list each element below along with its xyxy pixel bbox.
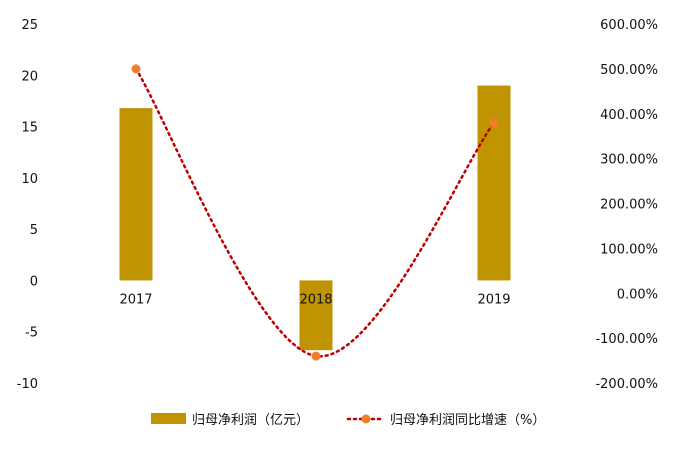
right-tick-label: 600.00% [600,18,658,33]
right-tick-label: 0.00% [617,287,658,302]
legend-line-marker [361,414,371,424]
left-tick-label: -5 [25,326,38,341]
left-tick-label: 10 [21,172,38,187]
left-tick-label: 25 [21,18,38,33]
category-axis-labels: 2017 2018 2019 [119,292,510,307]
left-tick-label: -10 [17,377,38,392]
left-tick-label: 20 [21,69,38,84]
right-tick-label: -100.00% [595,332,658,347]
category-label-2017: 2017 [119,292,152,307]
legend-line-label: 归母净利润同比增速（%） [390,413,545,428]
right-tick-label: -200.00% [595,377,658,392]
legend-bar-swatch [151,413,186,424]
bar-2018 [299,280,333,351]
right-tick-label: 500.00% [600,63,658,78]
growth-point-2017 [131,64,141,74]
left-tick-label: 0 [30,274,38,289]
right-tick-label: 400.00% [600,108,658,123]
right-tick-label: 100.00% [600,242,658,257]
right-tick-label: 200.00% [600,198,658,213]
right-axis-ticks: 600.00% 500.00% 400.00% 300.00% 200.00% 100.0… [595,18,658,392]
growth-point-2018 [311,351,321,361]
category-label-2018: 2018 [299,292,332,307]
bar-series-group [119,85,511,351]
category-label-2019: 2019 [477,292,510,307]
bar-2019 [477,85,511,281]
left-tick-label: 15 [21,121,38,136]
right-tick-label: 300.00% [600,153,658,168]
bar-2017 [119,108,153,281]
legend-bar-label: 归母净利润（亿元） [192,413,309,428]
line-series-group [131,64,499,361]
legend: 归母净利润（亿元） 归母净利润同比增速（%） [151,413,545,428]
left-axis-ticks: 25 20 15 10 5 0 -5 -10 [17,18,38,392]
left-tick-label: 5 [30,223,38,238]
growth-point-2019 [489,118,499,128]
